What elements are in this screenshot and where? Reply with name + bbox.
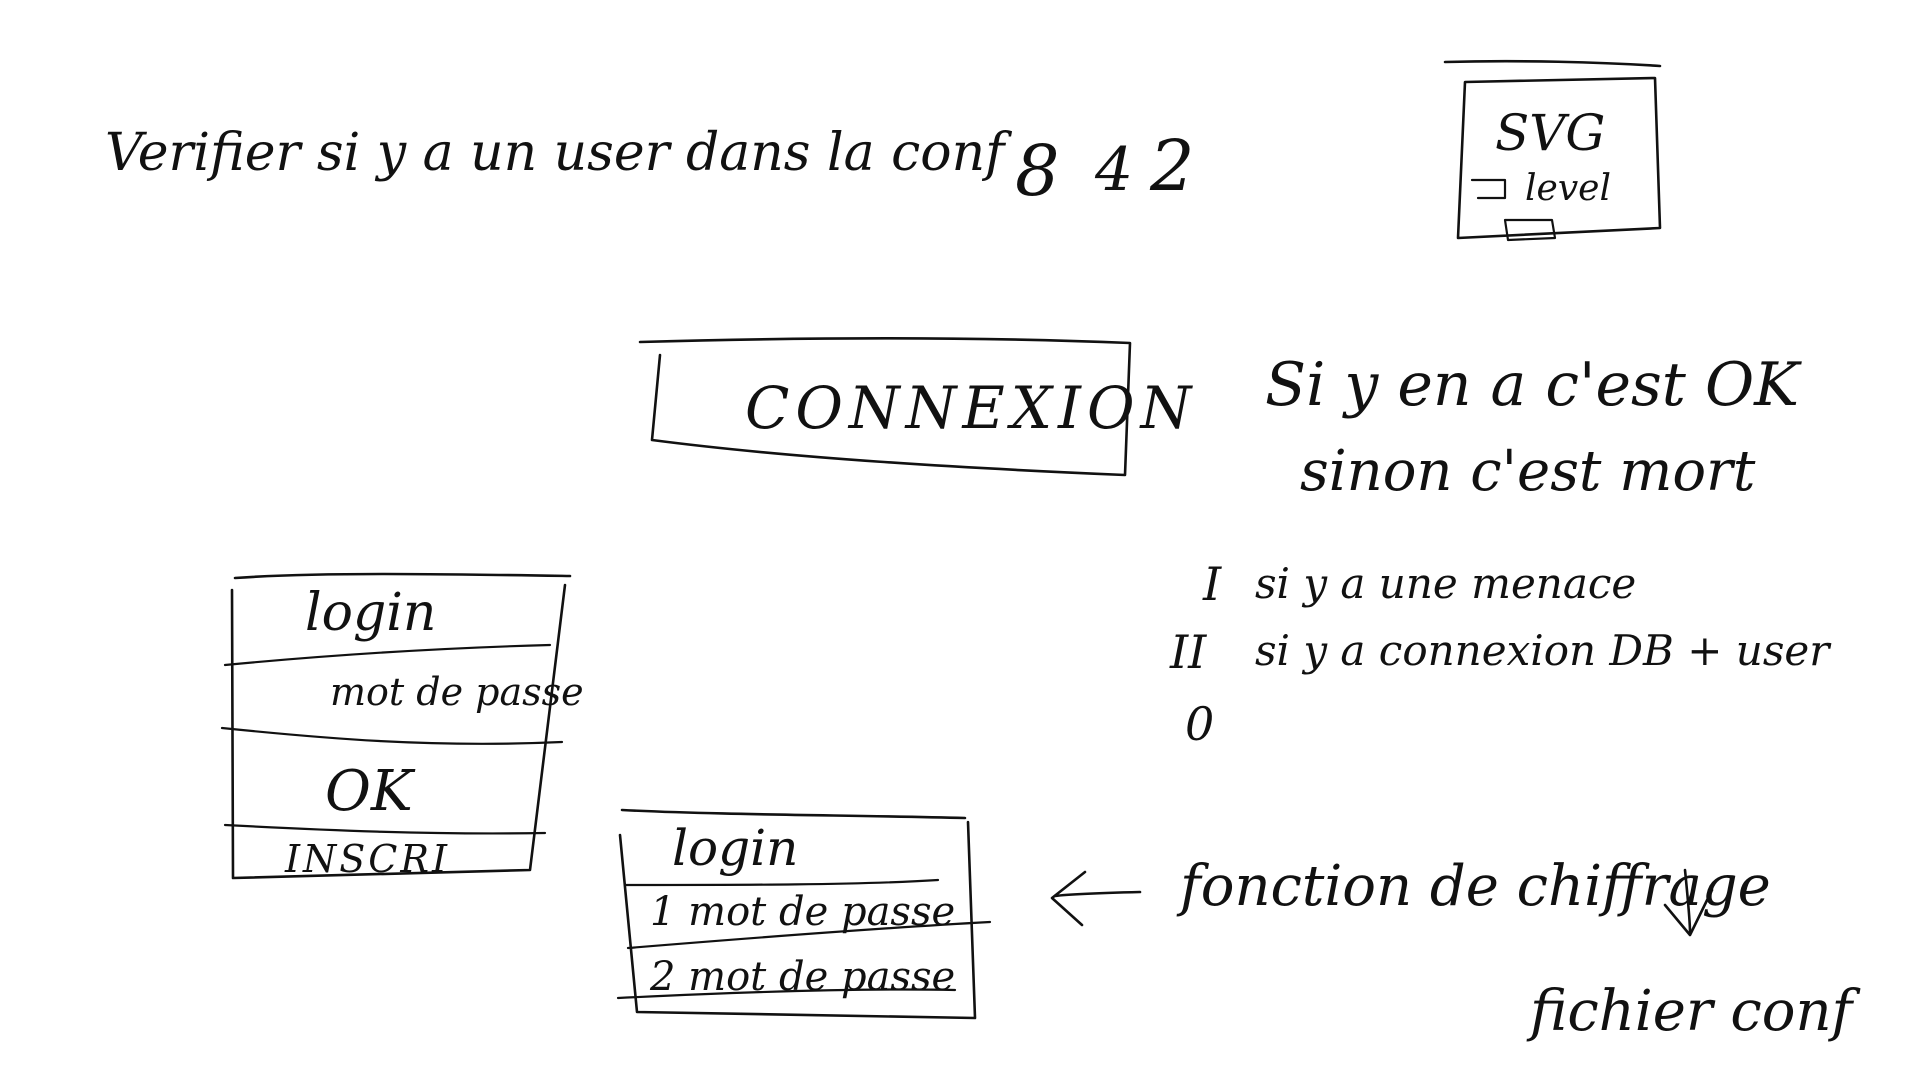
list-marker-3: 0 [1185,697,1214,751]
list-text-1: si y a une menace [1255,559,1636,608]
left-arrow-icon [1050,870,1142,927]
login-divider-2 [220,726,564,745]
svg-box-title: SVG [1495,104,1605,162]
login-form-top-edge [233,572,572,580]
down-arrow-icon [1663,868,1714,937]
signup-divider-1 [623,878,940,887]
ok-label: OK [325,759,416,824]
level-icon [1470,178,1507,200]
connexion-label: CONNEXION [745,374,1197,442]
top-note-text: Verifier si y a un user dans la conf [105,123,1012,183]
list-marker-1: I [1202,557,1222,611]
svg-box-frame [1456,76,1662,240]
number-1: 8 [1015,130,1060,212]
numbers-group: 8 4 2 [1015,125,1195,212]
register-label: INSCRI [284,837,450,881]
signup-password-2-label: 2 mot de passe [649,954,955,1000]
signup-divider-2 [626,920,992,950]
password-label: mot de passe [330,670,584,714]
signup-password-1-label: 1 mot de passe [650,889,955,935]
signup-login-label: login [672,819,798,877]
number-2: 4 [1094,135,1133,205]
condition-line-2: sinon c'est mort [1300,439,1756,504]
svg-box-top-edge [1443,59,1662,68]
svg-level-box: SVG level [1443,59,1662,242]
signup-form-top-edge [620,808,967,820]
login-form-sketch: login mot de passe OK INSCRI [220,572,584,881]
connexion-box-frame [638,337,1132,477]
login-form-frame [230,583,567,880]
condition-line-1: Si y en a c'est OK [1265,350,1802,420]
list-text-2: si y a connexion DB + user [1255,626,1832,675]
note-list: I si y a une menace II si y a connexion … [1169,557,1832,751]
svg-box-level-label: level [1525,168,1611,209]
number-3: 2 [1149,125,1195,207]
signup-form-sketch: login 1 mot de passe 2 mot de passe [616,808,992,1020]
login-divider-3 [223,823,547,835]
login-divider-1 [223,643,552,667]
login-label: login [305,583,436,643]
list-marker-2: II [1169,625,1207,679]
function-label: fonction de chiffrage [1176,854,1771,919]
connexion-button[interactable]: CONNEXION [638,337,1197,477]
signup-divider-3 [616,988,957,1000]
signup-form-frame [618,820,977,1020]
config-file-label: fichier conf [1526,979,1862,1044]
svg-box-small-rect [1503,218,1557,242]
